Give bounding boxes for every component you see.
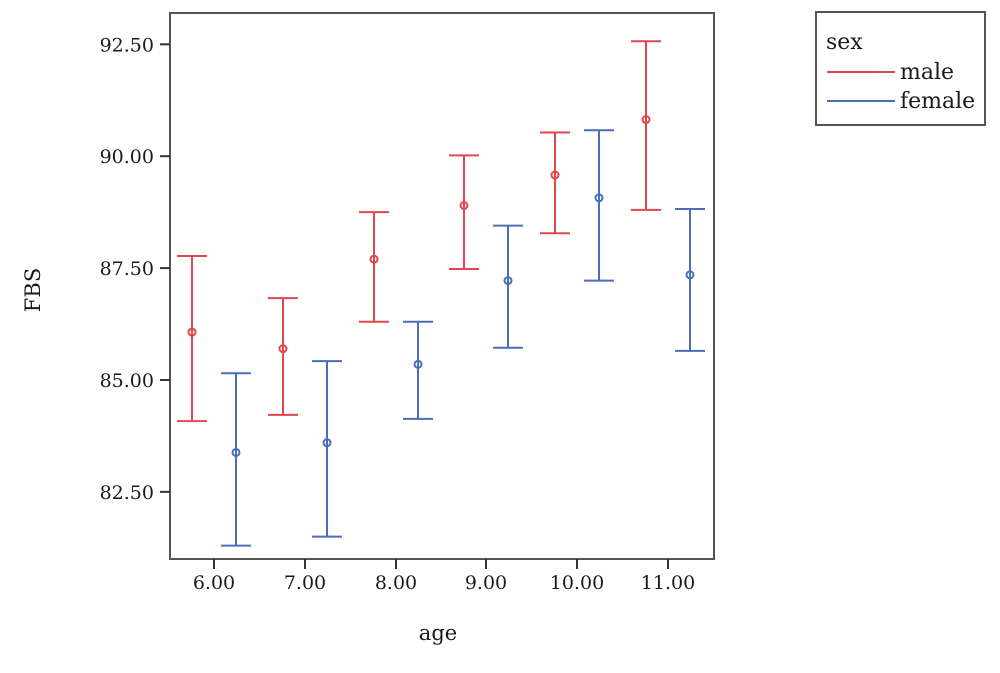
x-tick-label: 9.00	[465, 572, 507, 594]
error-bar-female	[221, 372, 251, 547]
error-bar-male	[359, 211, 389, 323]
legend: sex male female	[815, 11, 986, 126]
y-tick-label: 92.50	[100, 34, 154, 56]
plot-frame	[169, 12, 715, 560]
x-tick-label: 10.00	[550, 572, 604, 594]
y-tick-label: 82.50	[100, 482, 154, 504]
legend-label-female: female	[900, 89, 975, 114]
series-male	[177, 40, 661, 423]
legend-title: sex	[826, 30, 863, 55]
mean-marker	[503, 276, 513, 286]
error-bar-female	[403, 320, 433, 420]
series-layer	[177, 40, 705, 547]
error-bar-male	[631, 40, 661, 211]
legend-frame	[815, 11, 986, 126]
y-tick-label: 90.00	[100, 146, 154, 168]
mean-marker	[322, 438, 332, 448]
y-axis-title: FBS	[21, 268, 45, 312]
y-tick-label: 87.50	[100, 258, 154, 280]
x-tick-label: 8.00	[375, 572, 417, 594]
legend-label-male: male	[900, 60, 954, 85]
mean-marker	[594, 193, 604, 203]
y-axis: 92.50 90.00 87.50 85.00 82.50	[100, 34, 170, 504]
mean-marker	[278, 344, 288, 354]
x-axis-title: age	[419, 621, 457, 645]
x-tick-label: 7.00	[284, 572, 326, 594]
error-bar-female	[312, 360, 342, 538]
error-bar-male	[449, 154, 479, 270]
x-axis: 6.00 7.00 8.00 9.00 10.00 11.00	[193, 559, 695, 594]
mean-marker	[413, 359, 423, 369]
plot-area	[169, 12, 715, 560]
series-female	[221, 129, 705, 547]
mean-marker	[187, 327, 197, 337]
mean-marker	[369, 254, 379, 264]
error-bar-male	[268, 297, 298, 416]
mean-marker	[685, 270, 695, 280]
error-bar-male	[177, 255, 207, 423]
x-tick-label: 6.00	[193, 572, 235, 594]
mean-marker	[641, 115, 651, 125]
error-bar-female	[584, 129, 614, 282]
error-bar-female	[675, 208, 705, 352]
error-bar-male	[540, 131, 570, 235]
x-tick-label: 11.00	[641, 572, 695, 594]
error-bar-female	[493, 224, 523, 349]
mean-marker	[231, 447, 241, 457]
y-tick-label: 85.00	[100, 370, 154, 392]
mean-marker	[459, 200, 469, 210]
mean-marker	[550, 170, 560, 180]
